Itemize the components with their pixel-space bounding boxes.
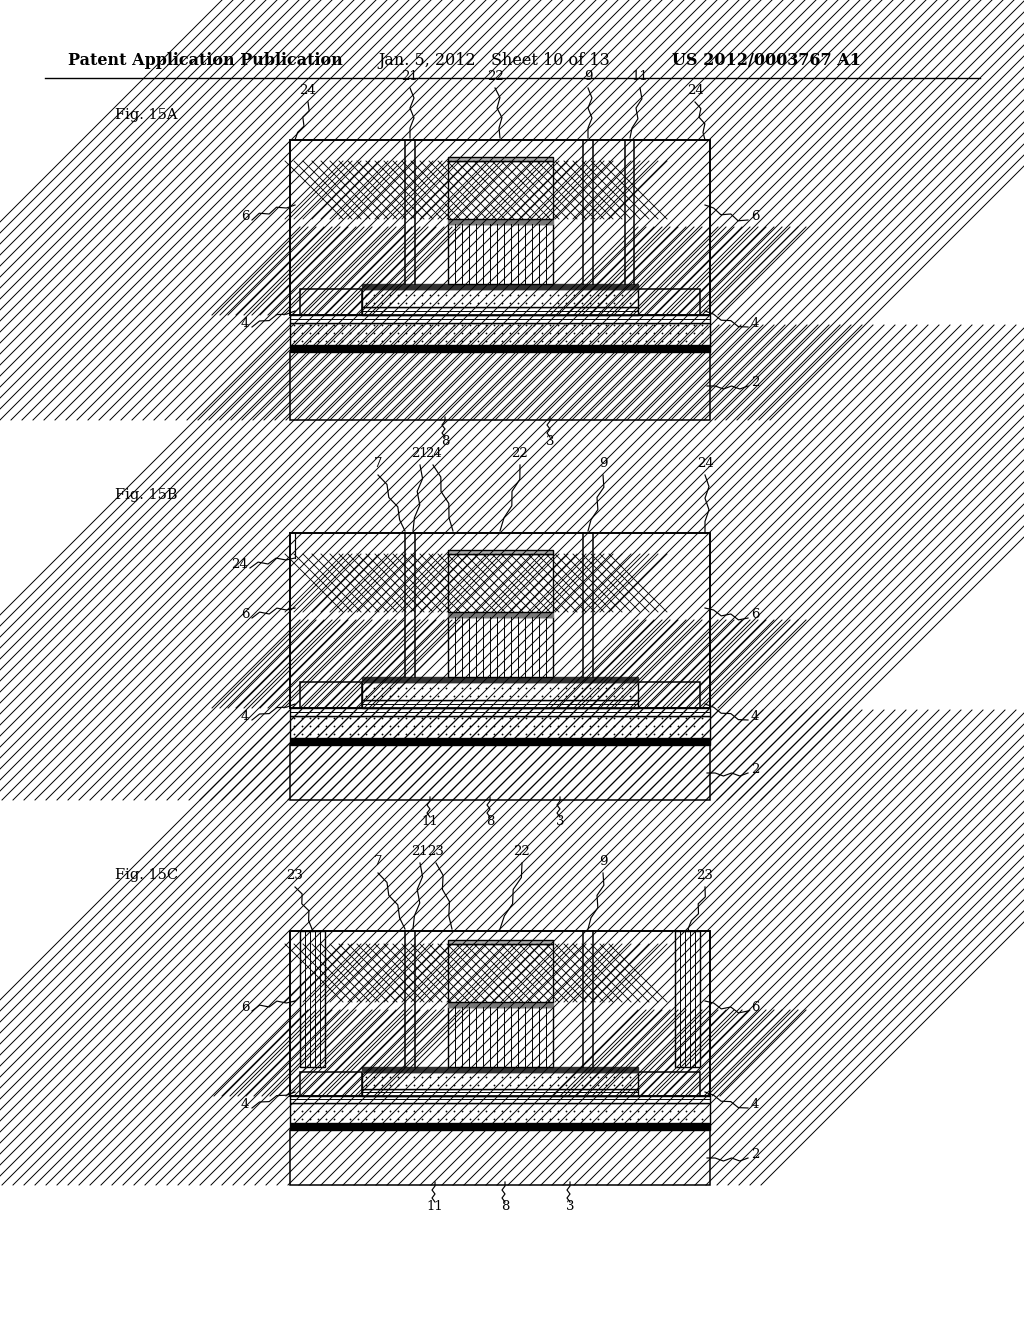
Bar [290, 708, 710, 715]
Bar [362, 1089, 638, 1096]
Bar [449, 219, 553, 224]
Bar [290, 533, 710, 708]
Bar [290, 744, 710, 800]
Text: 24: 24 [696, 457, 714, 470]
Text: Fig. 15B: Fig. 15B [115, 488, 177, 502]
Bar [362, 700, 638, 708]
Text: Fig. 15A: Fig. 15A [115, 108, 177, 121]
Text: 2: 2 [751, 763, 759, 776]
Text: 6: 6 [751, 210, 759, 223]
Text: 22: 22 [486, 70, 504, 83]
Bar [449, 1002, 553, 1007]
Bar [290, 1130, 710, 1185]
Bar [638, 682, 700, 708]
Bar [362, 284, 638, 289]
Text: Fig. 15C: Fig. 15C [115, 869, 178, 882]
Text: 3: 3 [565, 1200, 574, 1213]
Text: 22: 22 [512, 447, 528, 459]
Text: 11: 11 [632, 70, 648, 83]
Text: Jan. 5, 2012   Sheet 10 of 13: Jan. 5, 2012 Sheet 10 of 13 [378, 51, 609, 69]
Text: 11: 11 [422, 814, 438, 828]
Text: 9: 9 [599, 457, 607, 470]
Text: 6: 6 [751, 609, 759, 620]
Bar [290, 533, 710, 708]
Bar [362, 682, 638, 700]
Text: 6: 6 [241, 210, 249, 223]
Bar [638, 289, 700, 315]
Text: 24: 24 [687, 84, 703, 96]
Text: 3: 3 [546, 436, 554, 447]
Bar [449, 550, 553, 554]
Text: 3: 3 [556, 814, 564, 828]
Text: 7: 7 [374, 855, 382, 869]
Bar [362, 1067, 638, 1072]
Bar [449, 161, 553, 219]
Text: 4: 4 [751, 317, 759, 330]
Text: 23: 23 [696, 869, 714, 882]
Text: Patent Application Publication: Patent Application Publication [68, 51, 343, 69]
Text: 4: 4 [241, 710, 249, 723]
Bar [675, 931, 700, 1067]
Bar [300, 1072, 362, 1096]
Bar [290, 140, 710, 315]
Bar [449, 940, 553, 944]
Bar [290, 315, 710, 323]
Bar [362, 308, 638, 315]
Text: 11: 11 [427, 1200, 443, 1213]
Bar [290, 1096, 710, 1104]
Bar [449, 1007, 553, 1067]
Bar [449, 616, 553, 677]
Bar [290, 931, 710, 1096]
Bar [290, 715, 710, 738]
Text: 4: 4 [751, 710, 759, 723]
Bar [362, 289, 638, 308]
Text: 6: 6 [241, 1001, 249, 1014]
Bar [290, 345, 710, 352]
Bar [449, 612, 553, 616]
Text: 21: 21 [401, 70, 419, 83]
Text: 2: 2 [751, 376, 759, 389]
Bar [300, 931, 325, 1067]
Bar [290, 140, 710, 315]
Bar [362, 677, 638, 682]
Text: 8: 8 [440, 436, 450, 447]
Text: 8: 8 [501, 1200, 509, 1213]
Text: 9: 9 [584, 70, 592, 83]
Bar [449, 224, 553, 284]
Bar [638, 1072, 700, 1096]
Bar [290, 323, 710, 345]
Text: 2: 2 [751, 1148, 759, 1162]
Bar [290, 1104, 710, 1123]
Text: 23: 23 [287, 869, 303, 882]
Bar [449, 157, 553, 161]
Text: 6: 6 [751, 1001, 759, 1014]
Bar [290, 931, 710, 1096]
Text: 23: 23 [428, 845, 444, 858]
Text: US 2012/0003767 A1: US 2012/0003767 A1 [672, 51, 861, 69]
Bar [300, 289, 362, 315]
Text: 4: 4 [751, 1098, 759, 1111]
Text: 8: 8 [485, 814, 495, 828]
Text: 6: 6 [241, 609, 249, 620]
Text: 22: 22 [514, 845, 530, 858]
Bar [290, 1123, 710, 1130]
Text: 24: 24 [231, 558, 249, 572]
Bar [290, 738, 710, 744]
Bar [290, 352, 710, 420]
Text: 24: 24 [425, 447, 441, 459]
Text: 21: 21 [412, 447, 428, 459]
Bar [300, 682, 362, 708]
Text: 9: 9 [599, 855, 607, 869]
Text: 4: 4 [241, 317, 249, 330]
Text: 7: 7 [374, 457, 382, 470]
Text: 21: 21 [412, 845, 428, 858]
Text: 24: 24 [300, 84, 316, 96]
Text: 4: 4 [241, 1098, 249, 1111]
Bar [449, 944, 553, 1002]
Bar [449, 554, 553, 612]
Bar [362, 1072, 638, 1089]
